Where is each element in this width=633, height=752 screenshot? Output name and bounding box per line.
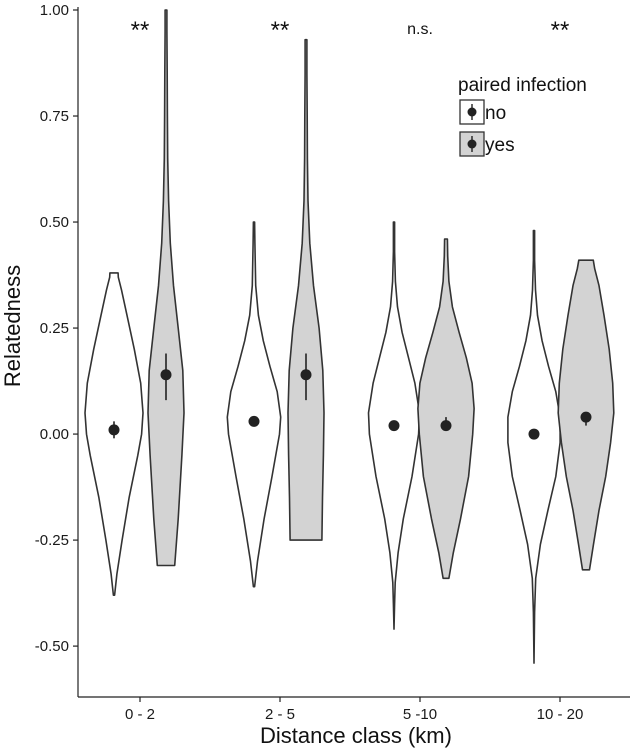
legend-label: no (485, 103, 506, 124)
x-tick-label: 0 - 2 (125, 706, 155, 723)
legend-label: yes (485, 135, 515, 156)
legend: paired infection no yes (458, 75, 587, 157)
violin-yes-2 (287, 38, 325, 541)
y-tick-label: -0.25 (35, 532, 69, 549)
mean-points (108, 353, 592, 440)
axes: 1.00 0.75 0.50 0.25 0.00 -0.25 -0.50 0 - 2 2 - 5… (35, 2, 630, 723)
legend-point (467, 139, 477, 149)
mean-point-yes-1 (160, 369, 172, 381)
y-tick-label: 0.00 (40, 426, 69, 443)
y-tick-label: 0.25 (40, 320, 69, 337)
significance-labels: ** ** n.s. ** (131, 17, 570, 44)
mean-point-yes-2 (300, 369, 312, 381)
mean-point-yes-4 (580, 411, 592, 423)
violins (84, 9, 615, 664)
legend-item-no: no (459, 99, 506, 125)
legend-point (467, 107, 477, 117)
x-tick-label: 10 - 20 (537, 706, 584, 723)
significance-label-4: ** (551, 17, 570, 44)
x-axis-title: Distance class (km) (260, 723, 452, 748)
significance-label-1: ** (131, 17, 150, 44)
y-tick-label: 1.00 (40, 2, 69, 19)
y-tick-label: 0.50 (40, 214, 69, 231)
x-tick-label: 5 -10 (403, 706, 437, 723)
violin-yes-1 (147, 9, 185, 567)
legend-item-yes: yes (459, 131, 515, 157)
y-axis-title: Relatedness (0, 265, 25, 387)
significance-label-3: n.s. (407, 21, 433, 38)
violin-yes-3 (417, 238, 475, 580)
mean-point-yes-3 (440, 420, 452, 432)
mean-point-no-2 (248, 415, 260, 427)
violin-no-2 (226, 221, 282, 588)
legend-title: paired infection (458, 75, 587, 96)
significance-label-2: ** (271, 17, 290, 44)
mean-point-no-3 (388, 420, 400, 432)
x-tick-label: 2 - 5 (265, 706, 295, 723)
y-tick-label: 0.75 (40, 108, 69, 125)
mean-point-no-4 (528, 428, 540, 440)
violin-no-4 (507, 229, 561, 664)
mean-point-no-1 (108, 424, 120, 436)
y-tick-label: -0.50 (35, 638, 69, 655)
